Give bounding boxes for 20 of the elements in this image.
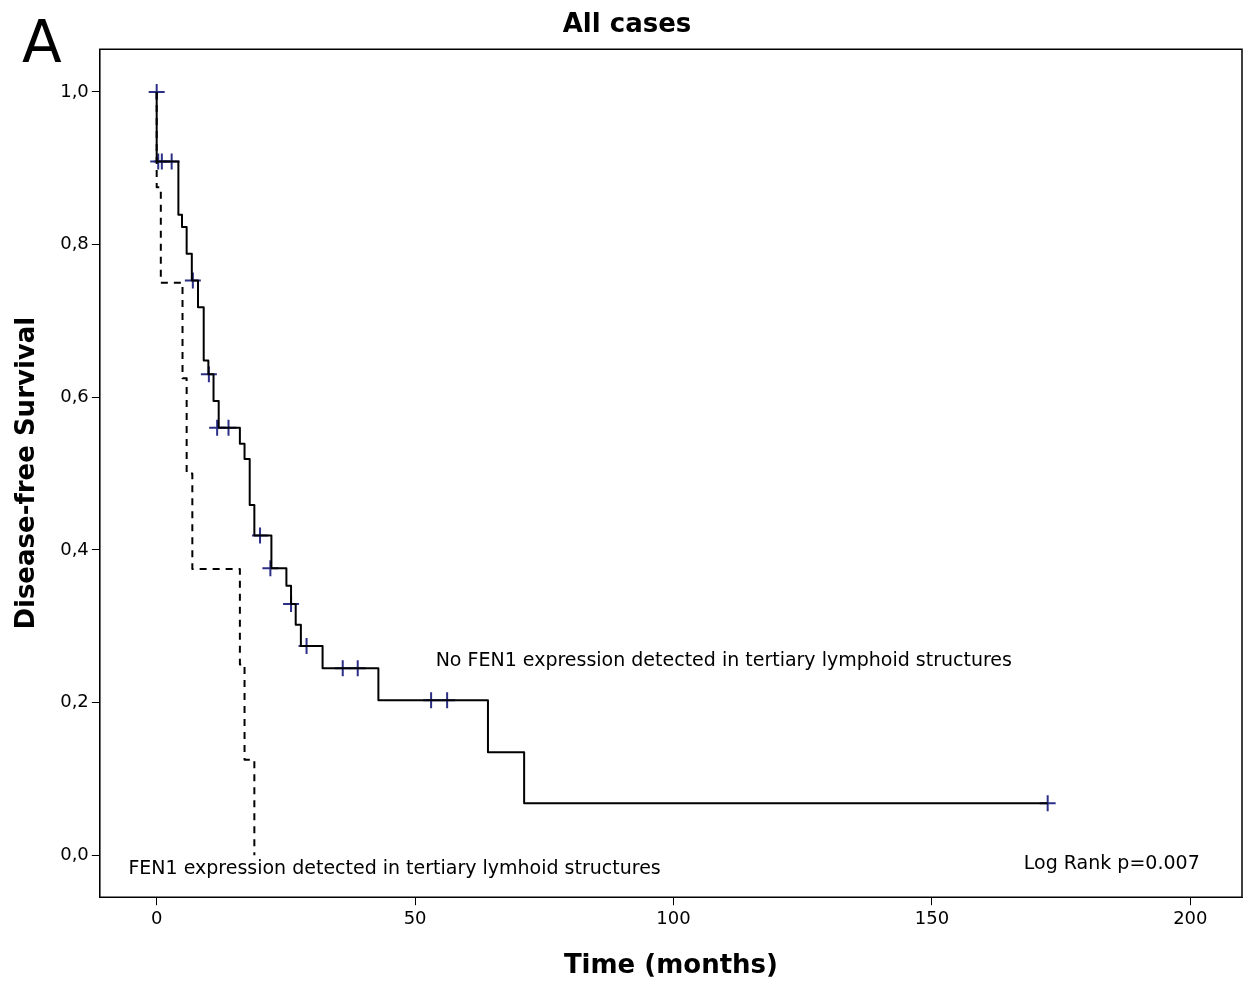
- annotation: No FEN1 expression detected in tertiary lymphoid structures: [435, 648, 1012, 671]
- point: [183, 271, 202, 290]
- x-tick-label: 100: [656, 906, 691, 928]
- x-tick-label: 200: [1173, 906, 1208, 928]
- point: [199, 365, 218, 384]
- x-tick-label: 50: [403, 906, 427, 928]
- y-axis-title: Disease-free Survival: [10, 316, 41, 630]
- text: A: [22, 8, 62, 77]
- y-tick-label: 0,2: [60, 690, 89, 712]
- x-axis-title: Time (months): [563, 949, 778, 980]
- y-tick-label: 0,6: [60, 384, 89, 406]
- x-tick-label: 0: [150, 906, 163, 928]
- annotation: Log Rank p=0.007: [1023, 851, 1200, 874]
- y-tick-label: 0,4: [60, 537, 89, 559]
- annotation: FEN1 expression detected in tertiary lymhoid structures: [128, 856, 661, 879]
- chart-title: All cases: [562, 8, 692, 39]
- y-tick-label: 1,0: [60, 79, 89, 101]
- x-tick-label: 150: [914, 906, 950, 928]
- y-tick-label: 0,0: [60, 842, 89, 864]
- y-tick-label: 0,8: [60, 232, 89, 254]
